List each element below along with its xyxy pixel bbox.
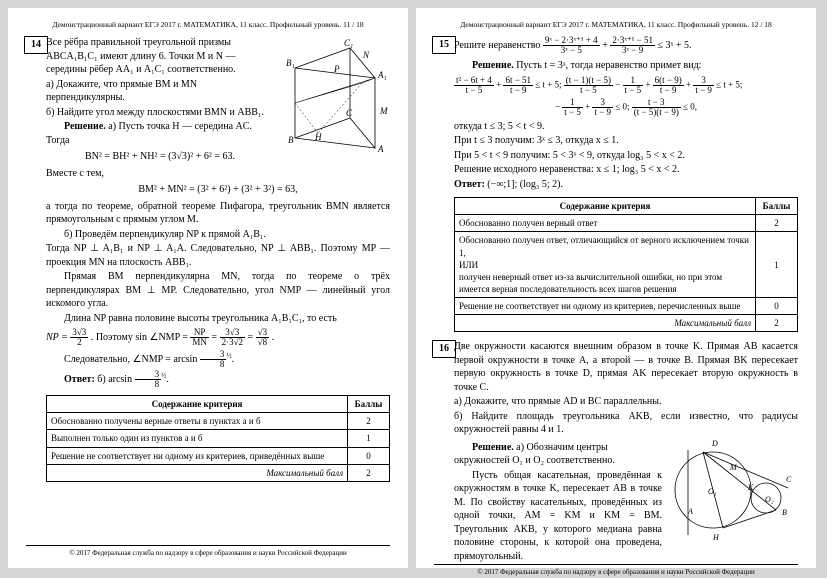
svg-text:A: A [687, 507, 693, 516]
q14-sol7: Длина NP равна половине высоты треугольн… [46, 312, 390, 326]
q16-number: 16 [432, 340, 456, 358]
q15-number: 15 [432, 36, 456, 54]
q14-sol4: б) Проведём перпендикуляр NP к прямой A₁… [46, 228, 390, 242]
sol-head: Решение. [64, 121, 106, 132]
q15-sol3: При t ≤ 3 получим: 3ˣ ≤ 3, откуда x ≤ 1. [454, 134, 798, 148]
prism-figure: B A C B₁ A₁ C₁ N M P H [280, 38, 390, 158]
q15-ans: Ответ: (−∞;1]; (log₃ 5; 2). [454, 178, 798, 192]
q14-sol2: Вместе с тем, [46, 167, 390, 181]
q14-criteria-table: Содержание критерияБаллы Обоснованно пол… [46, 395, 390, 482]
q15-box: 15 Решите неравенство 9ˣ − 2·3ˣ⁺¹ + 43ˣ … [434, 36, 798, 332]
q14-answer: Ответ: б) arcsin 38½. [46, 370, 390, 389]
svg-text:D: D [711, 440, 718, 448]
svg-text:C: C [786, 475, 792, 484]
svg-text:B₁: B₁ [286, 58, 295, 68]
q14-number: 14 [24, 36, 48, 54]
q14-eq2: BM² + MN² = (3² + 6²) + (3² + 3²) = 63, [46, 183, 390, 197]
page-right: Демонстрационный вариант ЕГЭ 2017 г. МАТ… [416, 8, 816, 568]
svg-text:N: N [362, 50, 370, 60]
q16-box: 16 Две окружности касаются внешним образ… [434, 340, 798, 563]
content-right: Демонстрационный вариант ЕГЭ 2017 г. МАТ… [434, 20, 798, 564]
svg-text:C₁: C₁ [344, 38, 353, 48]
page-left: Демонстрационный вариант ЕГЭ 2017 г. МАТ… [8, 8, 408, 568]
svg-text:P: P [333, 64, 340, 74]
svg-text:A: A [377, 144, 384, 154]
q14-sol8: Следовательно, ∠NMP = arcsin 38½. [46, 350, 390, 369]
q16-l2: а) Докажите, что прямые AD и BC параллел… [454, 395, 798, 409]
q14-sol5: Тогда NP ⊥ A₁B₁ и NP ⊥ A₁A. Следовательн… [46, 242, 390, 269]
content-left: Демонстрационный вариант ЕГЭ 2017 г. МАТ… [26, 20, 390, 545]
circles-figure: D C A B K O₁ O₂ M H [668, 440, 798, 545]
svg-text:O₁: O₁ [708, 487, 717, 496]
header-right: Демонстрационный вариант ЕГЭ 2017 г. МАТ… [434, 20, 798, 30]
q15-line1: t² − 6t + 4t − 5 + 6t − 51t − 9 ≤ t + 5;… [454, 76, 798, 95]
svg-text:O₂: O₂ [765, 495, 774, 504]
q14-sol3: а тогда по теореме, обратной теореме Пиф… [46, 200, 390, 227]
q16-l3: б) Найдите площадь треугольника AKB, есл… [454, 410, 798, 437]
svg-text:H: H [712, 533, 720, 542]
q15-sol2: откуда t ≤ 3; 5 < t < 9. [454, 120, 798, 134]
footer-left: © 2017 Федеральная служба по надзору в с… [26, 545, 390, 558]
q16-l1: Две окружности касаются внешним образом … [454, 340, 798, 394]
svg-text:M: M [729, 463, 738, 472]
q14-sol6: Прямая BM перпендикулярна MN, тогда по т… [46, 270, 390, 311]
q15-line2: − 1t − 5 + 3t − 9 ≤ 0; t − 3(t − 5)(t − … [454, 98, 798, 117]
svg-text:C: C [346, 108, 353, 118]
q14-eq3: NP = 3√32 . Поэтому sin ∠NMP = NPMN = 3√… [46, 328, 390, 347]
q15-sol4: При 5 < t < 9 получим: 5 < 3ˣ < 9, откуд… [454, 149, 798, 163]
svg-text:H: H [314, 132, 322, 142]
footer-right: © 2017 Федеральная служба по надзору в с… [434, 564, 798, 577]
q15-sol: Решение. Пусть t = 3ˣ, тогда неравенство… [454, 59, 798, 73]
svg-text:A₁: A₁ [377, 70, 387, 80]
svg-text:B: B [288, 135, 294, 145]
svg-text:M: M [379, 106, 388, 116]
q15-criteria-table: Содержание критерияБаллы Обоснованно пол… [454, 197, 798, 332]
header-left: Демонстрационный вариант ЕГЭ 2017 г. МАТ… [26, 20, 390, 30]
svg-text:K: K [747, 483, 754, 492]
q15-stmt: Решите неравенство 9ˣ − 2·3ˣ⁺¹ + 43ˣ − 5… [454, 36, 798, 55]
svg-text:B: B [782, 508, 787, 517]
q14-box: 14 BAC B₁A₁C₁ NM PH Все рёбра правильной… [26, 36, 390, 482]
q15-sol5: Решение исходного неравенства: x ≤ 1; lo… [454, 163, 798, 177]
